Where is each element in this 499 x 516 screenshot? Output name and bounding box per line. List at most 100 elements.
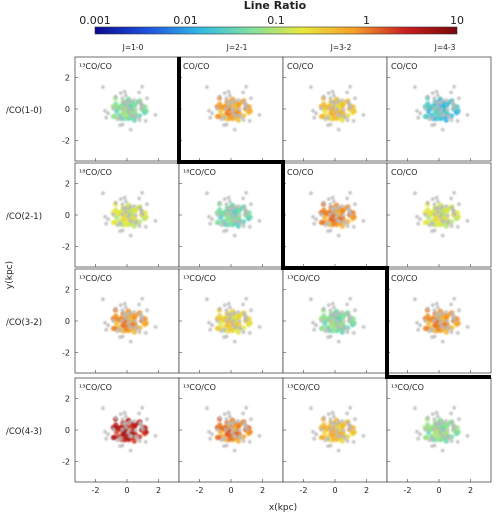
data-point xyxy=(217,94,222,99)
data-point xyxy=(114,214,120,220)
data-point xyxy=(436,316,440,321)
data-point xyxy=(341,107,346,112)
data-point xyxy=(328,106,333,111)
data-point xyxy=(237,319,242,324)
panel: CO/CO xyxy=(386,268,492,374)
data-point xyxy=(413,85,417,90)
data-point xyxy=(122,89,127,94)
data-point xyxy=(140,190,145,195)
data-point xyxy=(430,197,435,202)
row-label: /CO(1-0) xyxy=(6,106,42,116)
data-point xyxy=(215,318,220,323)
data-point xyxy=(445,219,450,224)
data-point xyxy=(118,197,123,202)
data-point xyxy=(137,224,142,229)
data-point xyxy=(339,223,345,229)
data-point xyxy=(120,96,125,101)
data-point xyxy=(311,214,315,219)
data-point xyxy=(323,223,328,228)
data-point xyxy=(133,219,138,224)
data-point xyxy=(457,308,461,313)
data-point xyxy=(351,331,356,335)
data-point xyxy=(224,96,229,101)
data-point xyxy=(247,225,252,229)
data-point xyxy=(137,196,142,201)
data-point xyxy=(247,331,252,335)
data-point xyxy=(351,108,357,114)
data-point xyxy=(353,202,357,207)
data-point xyxy=(311,320,315,325)
data-point xyxy=(450,311,454,316)
data-point xyxy=(128,233,133,238)
data-point xyxy=(336,98,341,103)
data-point xyxy=(318,325,324,332)
panel: ¹³CO/CO xyxy=(74,377,180,483)
y-tick-label: 2 xyxy=(65,179,70,188)
data-point xyxy=(328,228,333,233)
data-point xyxy=(210,111,215,116)
data-point xyxy=(449,302,453,307)
y-tick-label: 2 xyxy=(65,285,70,294)
data-point xyxy=(311,429,315,434)
data-point xyxy=(328,308,333,313)
data-point xyxy=(222,197,227,202)
data-point xyxy=(224,443,229,448)
data-point xyxy=(422,219,428,226)
data-point xyxy=(322,320,328,326)
row-label: /CO(4-3) xyxy=(6,427,42,437)
data-point xyxy=(140,427,145,432)
data-point xyxy=(445,319,450,324)
data-point xyxy=(445,213,450,218)
data-point xyxy=(205,406,209,411)
colorbar-tick-label: 10 xyxy=(450,14,464,27)
data-point xyxy=(124,210,128,215)
data-point xyxy=(434,100,438,105)
data-point xyxy=(328,202,333,207)
data-point xyxy=(332,414,336,419)
data-point xyxy=(328,427,333,432)
data-point xyxy=(430,221,435,226)
data-point xyxy=(341,325,346,330)
data-point xyxy=(452,318,457,323)
data-point xyxy=(120,318,125,323)
data-point xyxy=(457,96,461,101)
data-point xyxy=(230,430,235,435)
y-tick-label: -2 xyxy=(62,137,70,146)
data-point xyxy=(128,113,133,117)
data-point xyxy=(241,224,246,229)
data-point xyxy=(219,438,224,443)
data-point xyxy=(455,119,460,123)
data-point xyxy=(334,321,339,326)
data-point xyxy=(228,114,234,120)
data-point xyxy=(312,221,317,226)
data-point xyxy=(113,94,118,99)
data-point xyxy=(137,411,142,416)
data-point xyxy=(249,417,253,422)
data-point xyxy=(348,84,353,89)
data-point xyxy=(434,206,438,211)
data-point xyxy=(427,329,432,334)
data-point xyxy=(348,405,353,410)
data-point xyxy=(114,104,120,110)
row-labels: /CO(1-0) /CO(2-1) /CO(3-2) /CO(4-3) xyxy=(6,106,42,437)
data-point xyxy=(214,219,220,226)
data-point xyxy=(101,297,105,302)
x-tick-label: 0 xyxy=(332,486,337,495)
data-point xyxy=(133,213,138,218)
data-point xyxy=(143,108,149,114)
data-point xyxy=(332,104,336,109)
data-point xyxy=(345,118,350,122)
data-point xyxy=(237,434,242,439)
data-point xyxy=(224,417,229,422)
data-point xyxy=(425,306,430,311)
data-point xyxy=(110,434,116,441)
data-point xyxy=(340,310,345,314)
data-point xyxy=(137,90,142,95)
data-point xyxy=(336,204,341,209)
data-point xyxy=(242,205,246,210)
data-point xyxy=(132,98,137,102)
data-point xyxy=(137,330,142,334)
data-point xyxy=(430,91,435,95)
data-point xyxy=(336,325,341,329)
data-point xyxy=(257,434,262,438)
